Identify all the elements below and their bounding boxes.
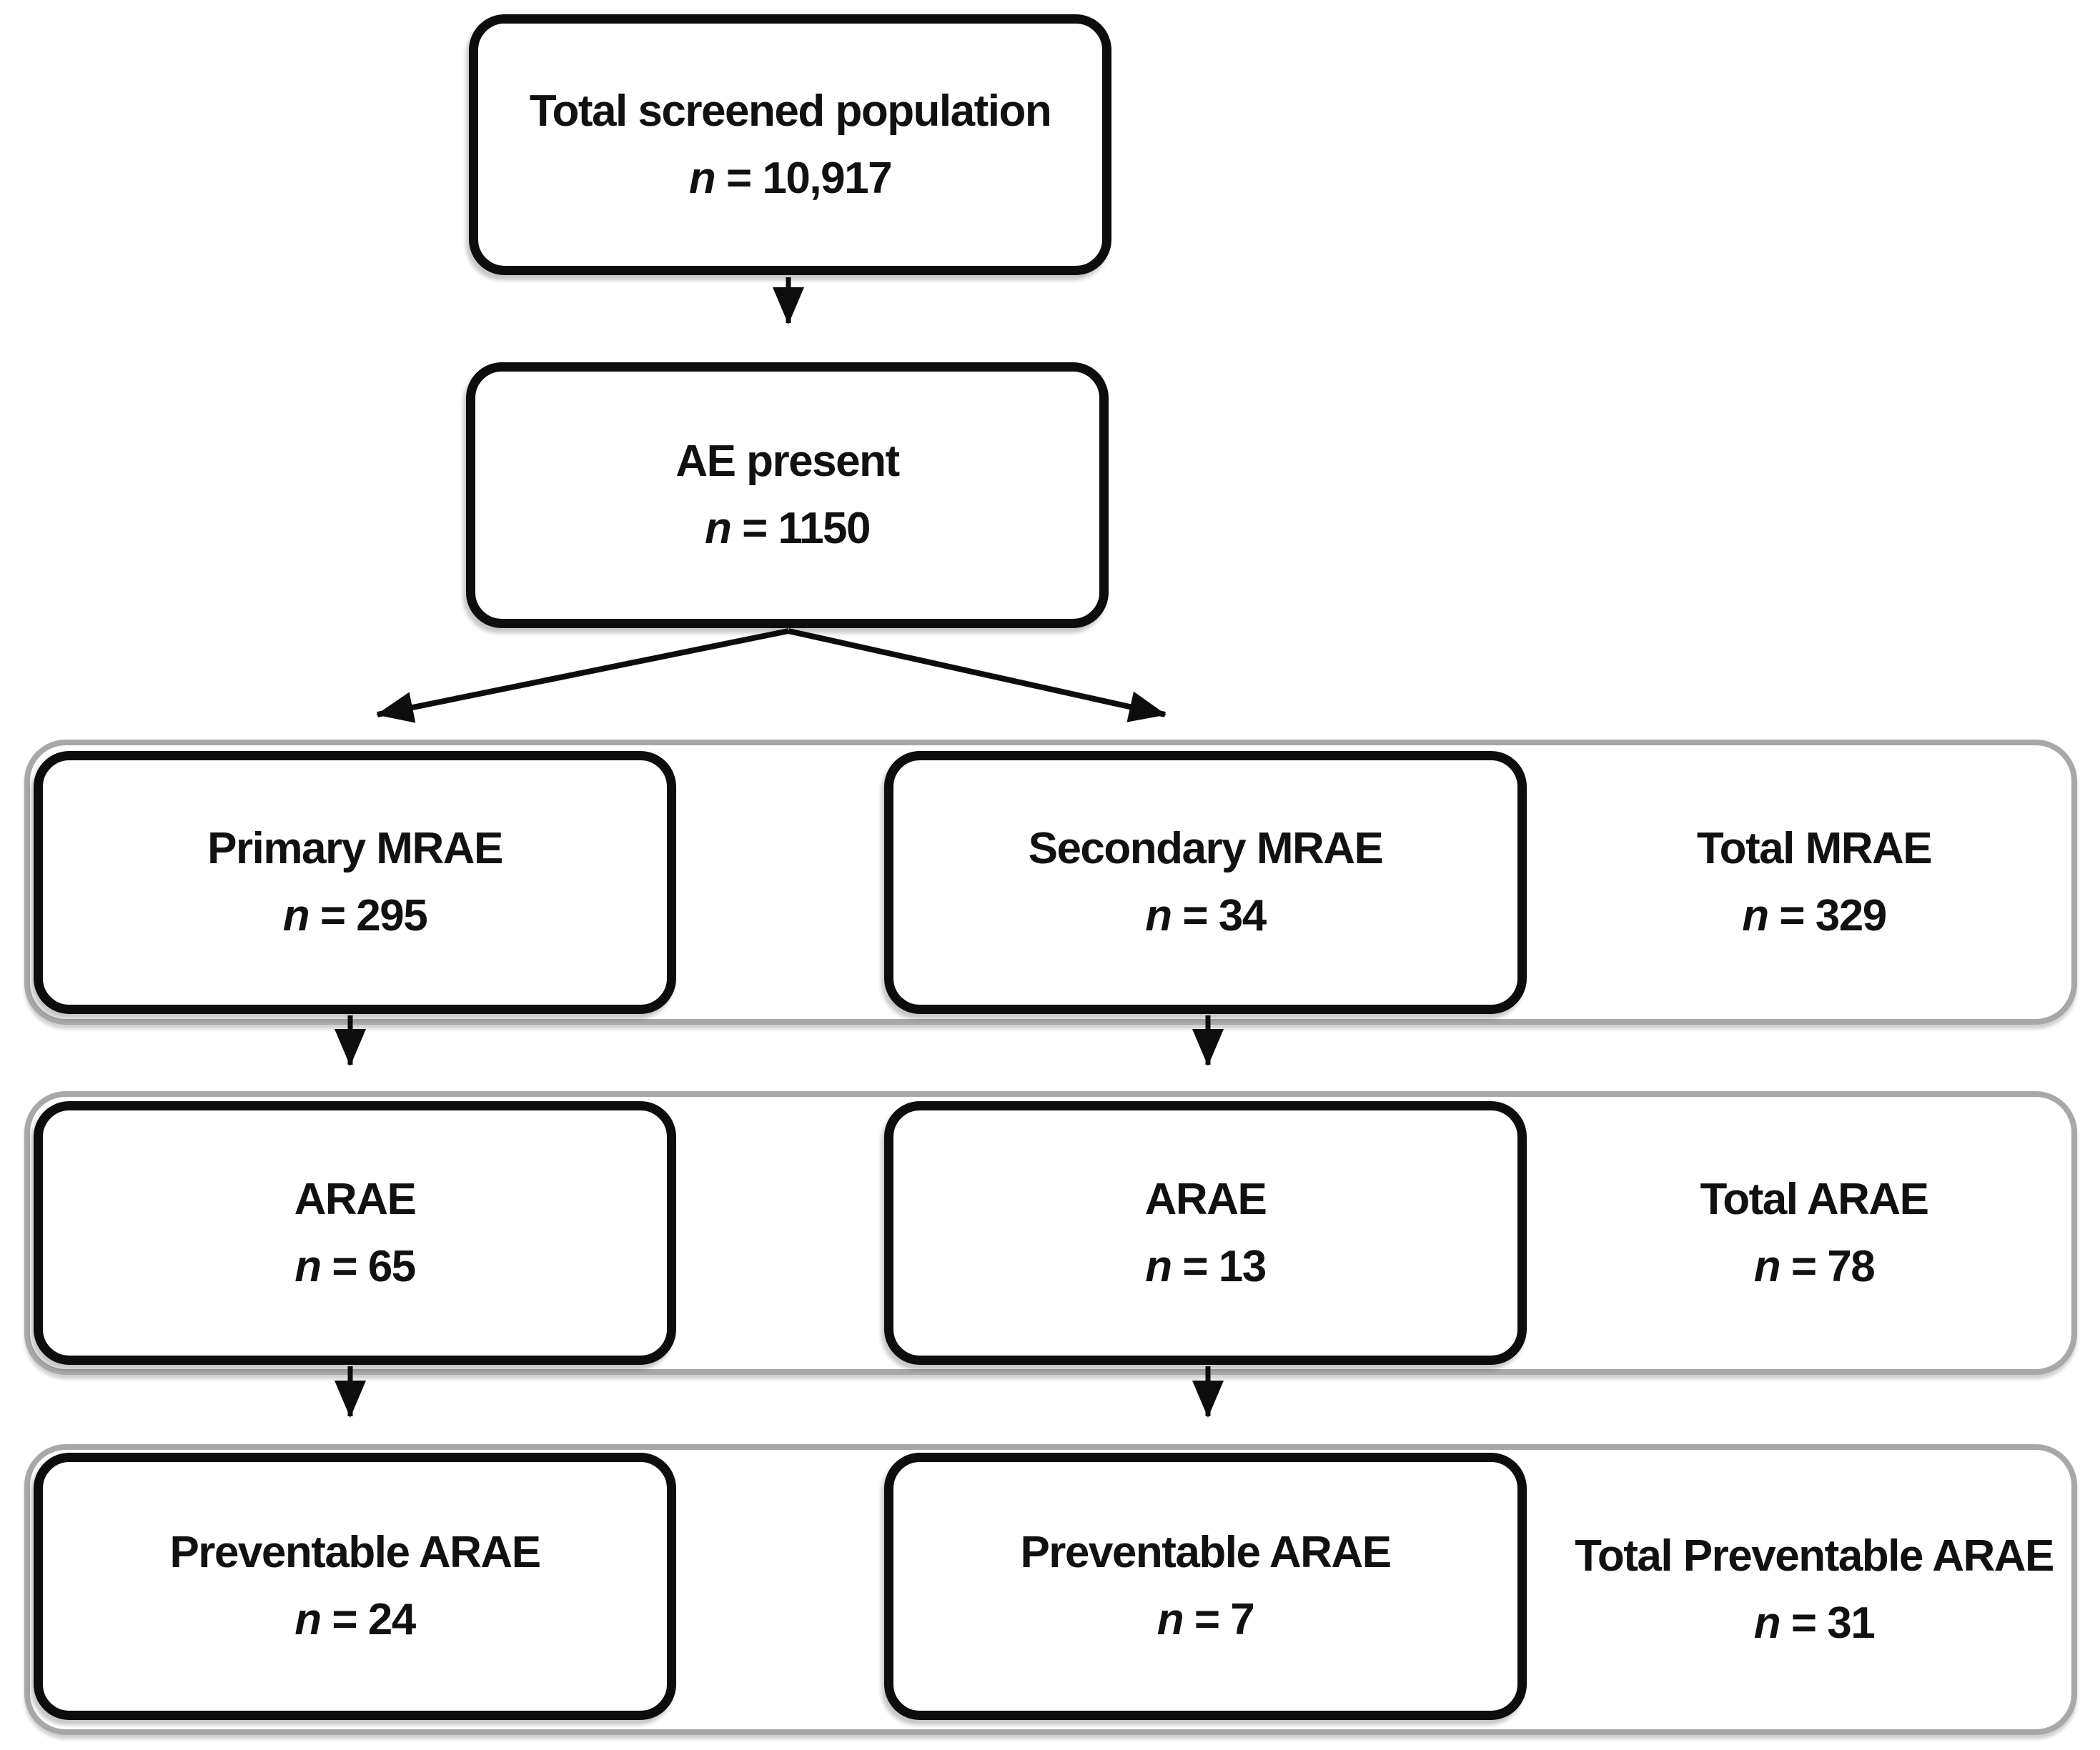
node-label: Total screened population xyxy=(529,86,1052,136)
node-label: Total MRAE xyxy=(1696,823,1933,873)
node-count: n = 329 xyxy=(1742,893,1887,938)
n-value: 31 xyxy=(1827,1598,1875,1648)
n-symbol: n xyxy=(1145,1241,1172,1291)
n-value: 34 xyxy=(1218,891,1267,940)
total-arae-text: Total ARAE n = 78 xyxy=(1542,1097,2086,1369)
node-label: Primary MRAE xyxy=(207,824,503,873)
equals-sign: = xyxy=(1182,1241,1208,1291)
node-count: n = 7 xyxy=(1157,1598,1255,1642)
n-symbol: n xyxy=(688,153,716,203)
n-value: 78 xyxy=(1827,1241,1875,1291)
total-mrae-text: Total MRAE n = 329 xyxy=(1542,745,2086,1019)
node-count: n = 1150 xyxy=(704,504,871,553)
node-label: AE present xyxy=(675,437,900,486)
n-value: 1150 xyxy=(778,504,871,553)
equals-sign: = xyxy=(1194,1595,1220,1644)
n-symbol: n xyxy=(1145,891,1172,940)
n-symbol: n xyxy=(294,1595,322,1644)
equals-sign: = xyxy=(332,1595,357,1644)
equals-sign: = xyxy=(1791,1598,1817,1648)
node-arae-primary: ARAE n = 65 xyxy=(34,1101,676,1365)
total-preventable-text: Total Preventable ARAE n = 31 xyxy=(1542,1450,2086,1729)
node-total-screened-population: Total screened population n = 10,917 xyxy=(469,14,1111,275)
node-label: Total ARAE xyxy=(1700,1174,1929,1224)
node-count: n = 78 xyxy=(1754,1244,1876,1288)
node-label: Secondary MRAE xyxy=(1028,824,1384,873)
equals-sign: = xyxy=(332,1241,357,1291)
node-ae-present: AE present n = 1150 xyxy=(466,362,1109,628)
node-secondary-mrae: Secondary MRAE n = 34 xyxy=(884,751,1527,1014)
equals-sign: = xyxy=(1779,890,1805,940)
node-preventable-arae-primary: Preventable ARAE n = 24 xyxy=(34,1453,676,1720)
node-label: Total Preventable ARAE xyxy=(1575,1531,2054,1581)
node-label: ARAE xyxy=(294,1174,417,1224)
equals-sign: = xyxy=(1182,891,1208,940)
equals-sign: = xyxy=(726,153,752,203)
equals-sign: = xyxy=(320,891,346,940)
equals-sign: = xyxy=(1791,1241,1817,1291)
node-count: n = 65 xyxy=(294,1244,416,1288)
arrow-ae-to-primary-mrae xyxy=(376,628,789,723)
node-count: n = 31 xyxy=(1753,1598,1876,1648)
n-symbol: n xyxy=(1753,1241,1781,1291)
n-symbol: n xyxy=(282,891,310,940)
n-value: 13 xyxy=(1218,1241,1267,1291)
node-count: n = 13 xyxy=(1145,1244,1267,1288)
n-symbol: n xyxy=(1753,1598,1781,1648)
n-value: 329 xyxy=(1815,890,1887,940)
node-count: n = 10,917 xyxy=(688,153,893,203)
node-label: Preventable ARAE xyxy=(1020,1528,1392,1577)
n-symbol: n xyxy=(1157,1595,1184,1644)
n-value: 10,917 xyxy=(762,153,892,203)
n-value: 24 xyxy=(367,1595,416,1644)
n-symbol: n xyxy=(294,1241,322,1291)
n-value: 65 xyxy=(367,1241,416,1291)
node-count: n = 295 xyxy=(283,894,428,938)
n-value: 295 xyxy=(356,891,427,940)
n-symbol: n xyxy=(704,504,732,553)
n-symbol: n xyxy=(1742,890,1769,940)
node-preventable-arae-secondary: Preventable ARAE n = 7 xyxy=(884,1453,1527,1720)
node-arae-secondary: ARAE n = 13 xyxy=(884,1101,1527,1365)
node-count: n = 24 xyxy=(294,1598,416,1642)
arrow-ae-to-secondary-mrae xyxy=(788,628,1167,722)
equals-sign: = xyxy=(742,504,768,553)
node-count: n = 34 xyxy=(1145,894,1267,938)
node-label: ARAE xyxy=(1144,1174,1267,1224)
node-primary-mrae: Primary MRAE n = 295 xyxy=(34,751,676,1014)
node-label: Preventable ARAE xyxy=(169,1528,541,1577)
n-value: 7 xyxy=(1230,1595,1254,1644)
